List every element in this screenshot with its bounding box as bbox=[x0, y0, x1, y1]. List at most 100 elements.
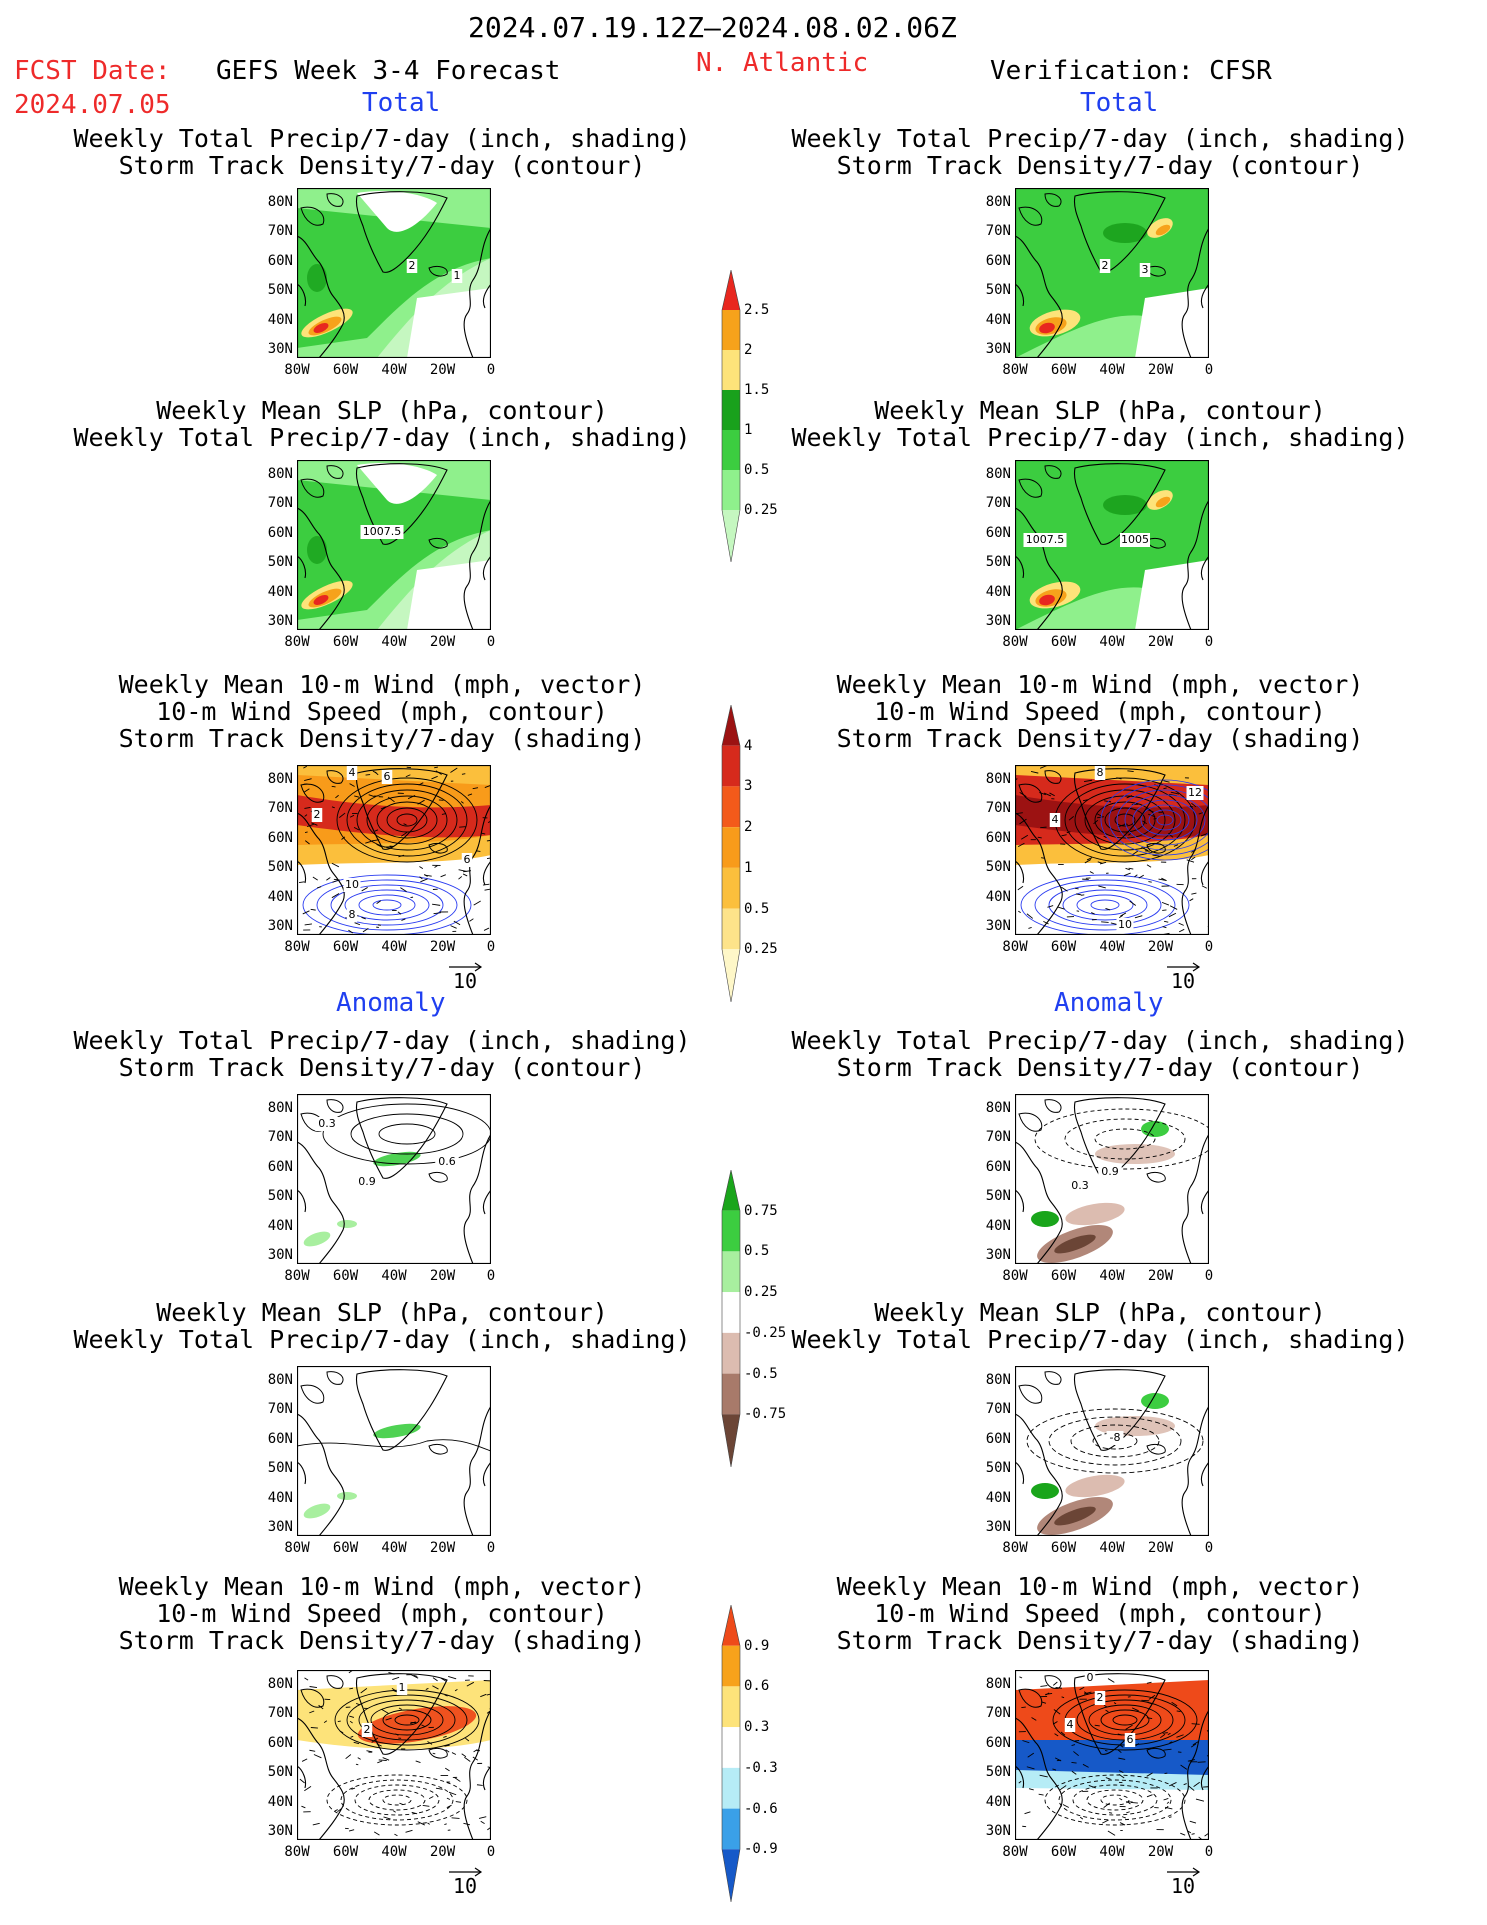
p12-lon-tick: 20W bbox=[1147, 1844, 1174, 1860]
p4-title-line: Weekly Mean SLP (hPa, contour) bbox=[874, 396, 1326, 425]
p12-lon-tick: 0 bbox=[1204, 1844, 1214, 1860]
colorbar-label: 0.25 bbox=[744, 1284, 778, 1301]
p11-vector-ref-label: 10 bbox=[453, 1874, 478, 1898]
colorbar-segment bbox=[722, 949, 740, 1002]
p1-lon-tick: 0 bbox=[486, 362, 496, 378]
p5-lat-tick: 80N bbox=[267, 771, 293, 787]
p8-title-line: Weekly Total Precip/7-day (inch, shading… bbox=[791, 1026, 1409, 1055]
colorbar-segment bbox=[722, 470, 740, 510]
p8-title: Weekly Total Precip/7-day (inch, shading… bbox=[740, 1026, 1460, 1082]
p5-lat-tick: 40N bbox=[267, 888, 293, 905]
p2-lon-tick: 80W bbox=[1002, 362, 1028, 378]
p11-lon-tick: 60W bbox=[332, 1844, 359, 1860]
p8-lon-tick: 80W bbox=[1002, 1268, 1028, 1284]
colorbar-segment bbox=[722, 867, 740, 909]
colorbar-segment bbox=[722, 1210, 740, 1252]
colorbar-segment bbox=[722, 350, 740, 390]
p8-title-line: Storm Track Density/7-day (contour) bbox=[836, 1053, 1364, 1082]
colorbar-label: 0.5 bbox=[744, 462, 770, 478]
p10-map: -8 bbox=[1015, 1366, 1209, 1536]
section-total-right: Total bbox=[1080, 88, 1159, 118]
p9-lat-tick: 50N bbox=[267, 1460, 293, 1477]
p5-lat-tick: 30N bbox=[267, 918, 293, 934]
p10-lon-tick: 20W bbox=[1147, 1540, 1174, 1556]
colorbar-segment bbox=[722, 1605, 740, 1646]
p9-title-line: Weekly Total Precip/7-day (inch, shading… bbox=[73, 1325, 691, 1354]
p1-contour-label: 2 bbox=[409, 259, 416, 272]
p7-lon-tick: 60W bbox=[332, 1268, 359, 1284]
p5-title-line: 10-m Wind Speed (mph, contour) bbox=[156, 697, 608, 726]
p3-lat-tick: 70N bbox=[267, 495, 293, 512]
p2-lat-tick: 80N bbox=[985, 194, 1011, 210]
colorbar-label: 2 bbox=[744, 342, 753, 358]
p2-lon-tick: 0 bbox=[1204, 362, 1214, 378]
p8-map: 0.9 0.3 bbox=[1015, 1094, 1209, 1264]
p11-vector-ref: 10 bbox=[447, 1866, 487, 1901]
p7-title-line: Storm Track Density/7-day (contour) bbox=[118, 1053, 646, 1082]
p12-vector-ref-label: 10 bbox=[1171, 1874, 1196, 1898]
p8-lon-tick: 40W bbox=[1099, 1268, 1125, 1284]
p1-title-line: Storm Track Density/7-day (contour) bbox=[118, 151, 646, 180]
p11-lon-tick: 20W bbox=[429, 1844, 456, 1860]
p2-title: Weekly Total Precip/7-day (inch, shading… bbox=[740, 125, 1460, 180]
colorbar-track_anom bbox=[720, 1604, 742, 1914]
p3-lat-tick: 60N bbox=[267, 524, 293, 541]
p12-lon-tick: 40W bbox=[1099, 1844, 1125, 1860]
p9-lat-tick: 60N bbox=[267, 1430, 293, 1447]
p12-title-line: Weekly Mean 10-m Wind (mph, vector) bbox=[836, 1572, 1364, 1601]
period-title: 2024.07.19.12Z–2024.08.02.06Z bbox=[468, 11, 957, 44]
p5-contour-label: 2 bbox=[314, 808, 321, 821]
p5-lon-tick: 40W bbox=[381, 939, 407, 955]
p2-contour-label: 2 bbox=[1102, 259, 1109, 272]
p8-lon-tick: 20W bbox=[1147, 1268, 1174, 1284]
colorbar-segment bbox=[722, 1849, 740, 1902]
verification-label: Verification: CFSR bbox=[990, 56, 1272, 86]
p3-title: Weekly Mean SLP (hPa, contour) Weekly Tot… bbox=[22, 397, 742, 452]
p12-lat-tick: 30N bbox=[985, 1823, 1011, 1839]
p7-lat-tick: 70N bbox=[267, 1129, 293, 1146]
p1-lat-tick: 80N bbox=[267, 194, 293, 210]
p1-lon-tick: 40W bbox=[381, 362, 407, 378]
p12-title-line: Storm Track Density/7-day (shading) bbox=[836, 1626, 1364, 1655]
region-name: N. Atlantic bbox=[696, 48, 869, 78]
colorbar-label: 0.5 bbox=[744, 1243, 770, 1260]
p6-lon-tick: 40W bbox=[1099, 939, 1125, 955]
colorbar-label: 0.9 bbox=[744, 1637, 770, 1654]
colorbar-segment bbox=[722, 1414, 740, 1467]
p3-lat-tick: 50N bbox=[267, 554, 293, 571]
p11-contour-label: 1 bbox=[399, 1681, 406, 1694]
p5-contour-label: 4 bbox=[349, 766, 356, 779]
p4-lat-tick: 70N bbox=[985, 495, 1011, 512]
colorbar-label: 0.3 bbox=[744, 1719, 770, 1736]
p9-title-line: Weekly Mean SLP (hPa, contour) bbox=[156, 1298, 608, 1327]
p12-lat-tick: 40N bbox=[985, 1793, 1011, 1810]
colorbar-segment bbox=[722, 1767, 740, 1809]
colorbar-label: 0.5 bbox=[744, 900, 770, 917]
forecast-name: GEFS Week 3-4 Forecast bbox=[216, 56, 561, 86]
p1-lat-tick: 40N bbox=[267, 311, 293, 328]
p9-lat-tick: 40N bbox=[267, 1489, 293, 1506]
p11-lat-tick: 80N bbox=[267, 1676, 293, 1692]
p7-lat-tick: 30N bbox=[267, 1247, 293, 1263]
p7-lon-tick: 0 bbox=[486, 1268, 496, 1284]
p11-lat-tick: 50N bbox=[267, 1764, 293, 1781]
p3-contour-label: 1007.5 bbox=[363, 525, 402, 538]
p5-lat-tick: 60N bbox=[267, 829, 293, 846]
p2-lat-tick: 70N bbox=[985, 223, 1011, 240]
p6-lon-tick: 0 bbox=[1204, 939, 1214, 955]
p3-lon-tick: 60W bbox=[332, 634, 359, 650]
colorbar-segment bbox=[722, 1645, 740, 1687]
p8-lon-tick: 0 bbox=[1204, 1268, 1214, 1284]
p10-lat-tick: 50N bbox=[985, 1460, 1011, 1477]
p11-lat-tick: 70N bbox=[267, 1705, 293, 1722]
p5-lon-tick: 0 bbox=[486, 939, 496, 955]
p5-lat-tick: 70N bbox=[267, 800, 293, 817]
colorbar-precip_total bbox=[720, 269, 742, 574]
p8-lat-tick: 80N bbox=[985, 1100, 1011, 1116]
p7-contour-label: 0.3 bbox=[318, 1117, 336, 1130]
p6-lat-tick: 40N bbox=[985, 888, 1011, 905]
colorbar-segment bbox=[722, 1373, 740, 1415]
colorbar-label: -0.3 bbox=[744, 1759, 778, 1776]
p4-contour-label: 1005 bbox=[1121, 533, 1149, 546]
